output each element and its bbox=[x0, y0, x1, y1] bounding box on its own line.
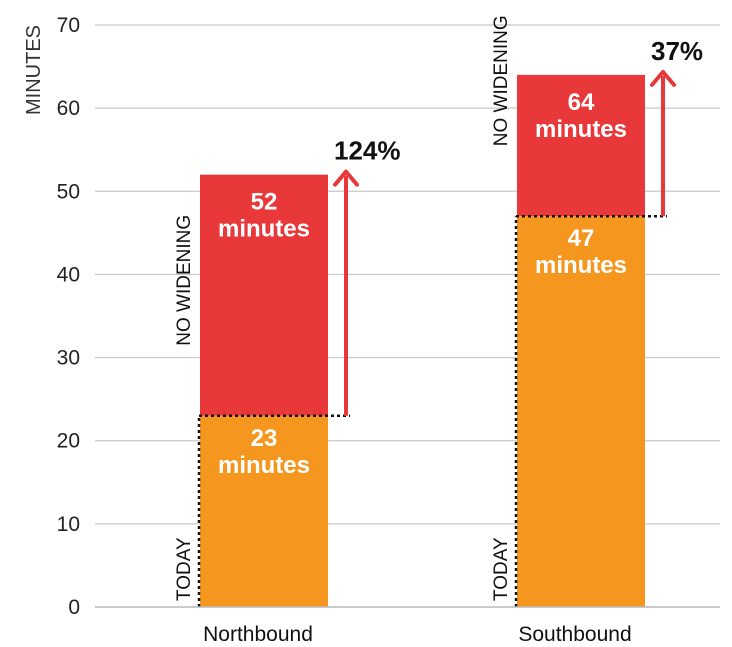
increase-percent: 37% bbox=[651, 36, 703, 66]
y-tick-label: 30 bbox=[57, 347, 80, 370]
y-tick-label: 10 bbox=[57, 513, 80, 536]
y-tick-label: 20 bbox=[57, 430, 80, 453]
increase-arrow-head bbox=[333, 169, 359, 187]
increase-arrow-head bbox=[650, 69, 676, 87]
bar-unit-label: minutes bbox=[218, 216, 310, 243]
bar-unit-label: minutes bbox=[218, 452, 310, 479]
bar-unit-label: minutes bbox=[535, 116, 627, 143]
bar-today bbox=[517, 216, 645, 607]
bar-value-label: 64 bbox=[568, 89, 595, 116]
bar-value-label: 23 bbox=[251, 425, 278, 452]
bars bbox=[197, 69, 676, 607]
bar-no-widening bbox=[200, 174, 328, 416]
y-tick-label: 0 bbox=[68, 596, 80, 619]
bar-value-label: 47 bbox=[568, 225, 595, 252]
series-label-today: TODAY bbox=[174, 537, 195, 601]
series-label-today: TODAY bbox=[491, 537, 512, 601]
category-label: Southbound bbox=[518, 623, 631, 646]
gridlines bbox=[95, 24, 720, 525]
series-label-no-widening: NO WIDENING bbox=[491, 15, 512, 146]
y-tick-label: 50 bbox=[57, 180, 80, 203]
bar-value-label: 52 bbox=[251, 189, 278, 216]
y-tick-label: 40 bbox=[57, 263, 80, 286]
bar-today bbox=[200, 415, 328, 607]
increase-percent: 124% bbox=[334, 136, 401, 166]
y-tick-label: 70 bbox=[57, 14, 80, 37]
y-axis-title: MINUTES bbox=[23, 25, 45, 115]
bar-no-widening bbox=[517, 74, 645, 217]
bar-unit-label: minutes bbox=[535, 252, 627, 279]
series-label-no-widening: NO WIDENING bbox=[174, 215, 195, 346]
y-axis-ticks: 0 10 20 30 40 50 60 70 bbox=[57, 14, 80, 619]
category-label: Northbound bbox=[203, 623, 313, 646]
y-tick-label: 60 bbox=[57, 97, 80, 120]
